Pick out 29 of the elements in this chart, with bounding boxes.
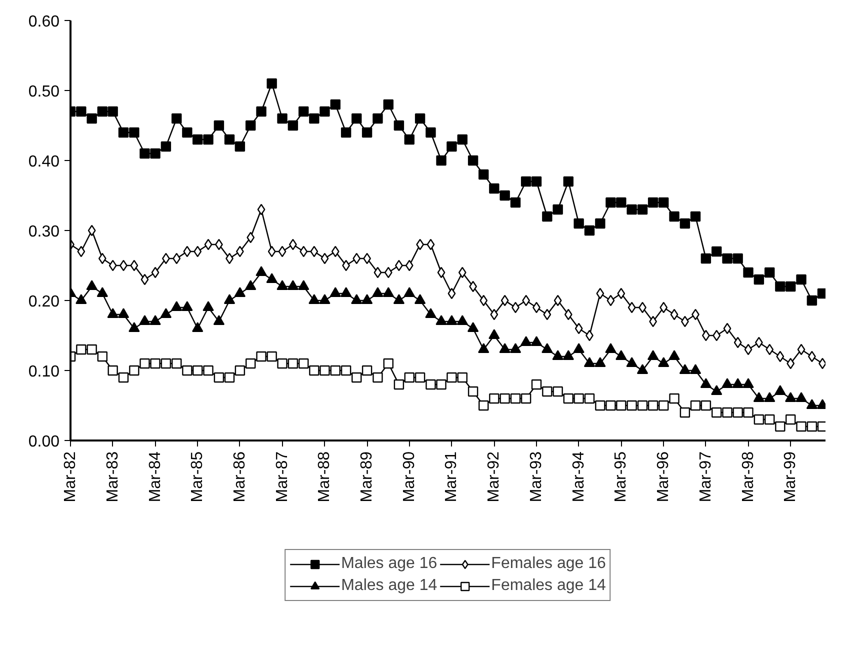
x-tick-label: Mar-83	[104, 451, 122, 502]
y-tick-label: 0.30	[28, 224, 60, 240]
y-tick-label: 0.00	[28, 434, 60, 450]
x-tick-label: Mar-85	[189, 451, 206, 502]
x-tick-label: Mar-91	[443, 451, 460, 502]
legend-label: Males age 16	[341, 555, 438, 573]
x-tick-label: Mar-92	[486, 451, 503, 502]
y-tick-label: 0.10	[28, 364, 60, 380]
x-tick-label: Mar-88	[316, 451, 334, 502]
x-tick-label: Mar-86	[231, 451, 248, 502]
legend-label: Males age 14	[341, 577, 438, 595]
x-tick-label: Mar-95	[612, 451, 630, 502]
x-tick-label: Mar-93	[528, 451, 545, 502]
y-tick-label: 0.50	[28, 84, 60, 100]
x-tick-label: Mar-90	[400, 451, 418, 502]
y-tick-label: 0.60	[28, 14, 60, 30]
x-tick-label: Mar-98	[740, 451, 757, 502]
y-tick-label: 0.40	[28, 154, 60, 170]
x-tick-label: Mar-84	[146, 451, 164, 502]
x-tick-label: Mar-87	[274, 451, 291, 502]
x-tick-label: Mar-82	[62, 451, 79, 502]
x-tick-label: Mar-96	[655, 451, 672, 502]
legend-label: Females age 14	[491, 577, 606, 595]
x-tick-label: Mar-94	[570, 451, 588, 502]
x-tick-label: Mar-99	[782, 451, 800, 502]
legend-label: Females age 16	[491, 555, 606, 573]
x-tick-label: Mar-89	[358, 451, 376, 502]
x-tick-label: Mar-97	[697, 451, 714, 502]
y-tick-label: 0.20	[28, 294, 60, 310]
